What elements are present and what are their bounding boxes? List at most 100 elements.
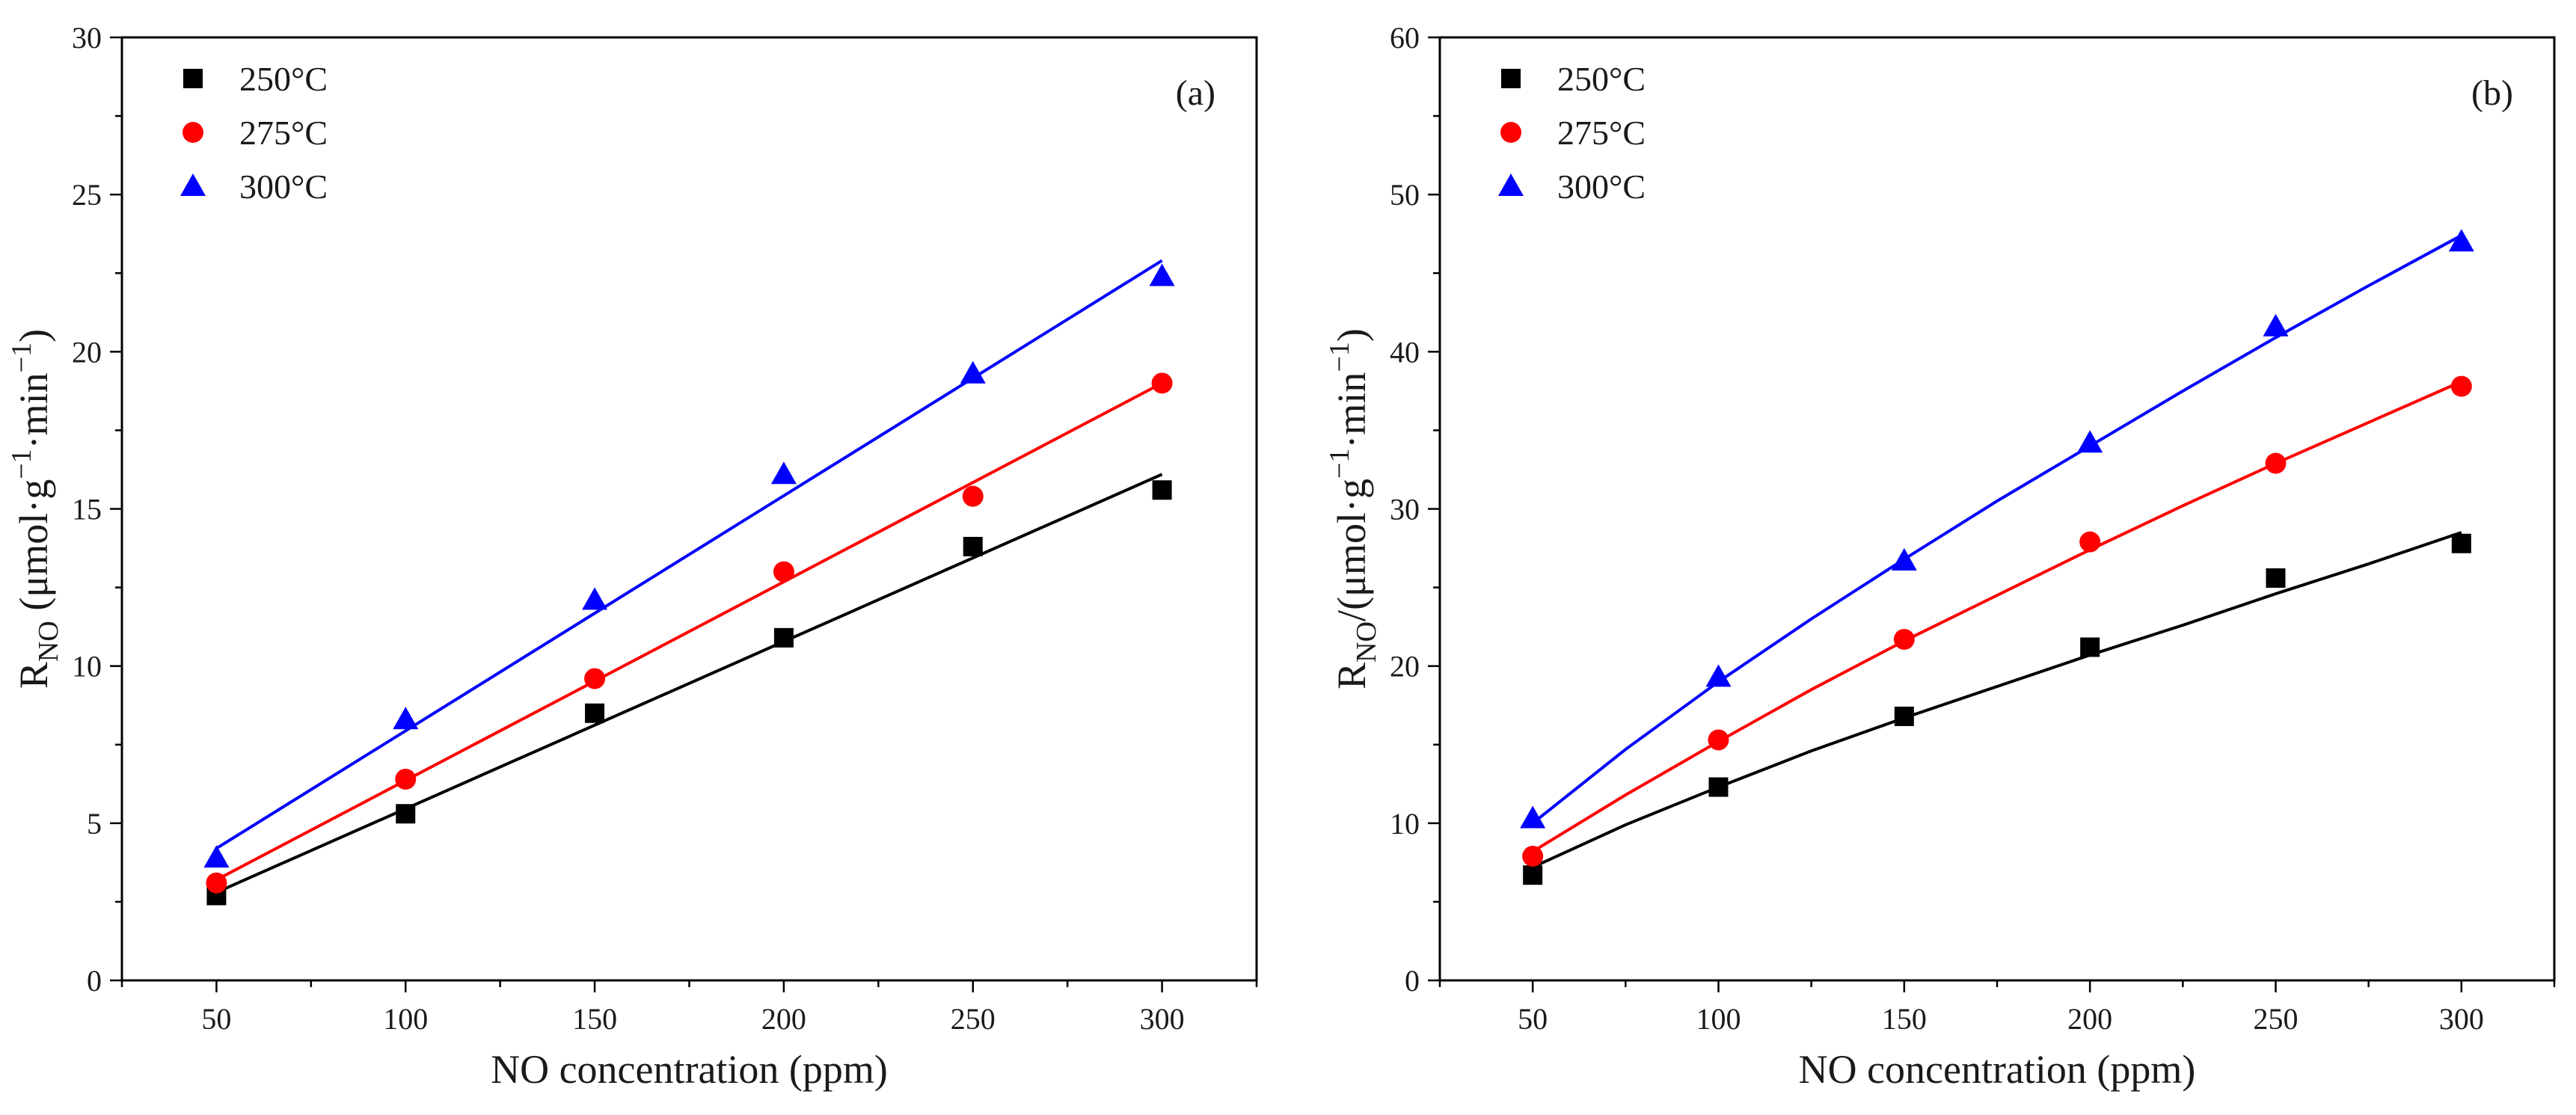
- panel-a-legend-marker: [180, 173, 206, 196]
- panel-a-x-tick-label: 200: [761, 1002, 806, 1036]
- panel-b-data-point: [1708, 729, 1729, 751]
- panel-a-y-axis-label-part: (μmol·g: [11, 479, 56, 621]
- panel-a-y-axis-label-part: ): [11, 329, 56, 343]
- panel-b-x-tick-label: 100: [1696, 1002, 1741, 1036]
- panel-b-legend-label: 275°C: [1557, 114, 1646, 152]
- panel-b-legend-marker: [1500, 122, 1521, 143]
- panel-b-y-tick-label: 0: [1405, 964, 1420, 998]
- panel-b-y-axis-label-part: /(μmol·g: [1329, 479, 1374, 621]
- panel-b-y-tick-label: 20: [1390, 650, 1420, 684]
- panel-a-y-axis-label-part: ·min: [11, 372, 56, 449]
- panel-a-data-point: [962, 485, 984, 507]
- panel-b-y-tick-label: 60: [1390, 21, 1420, 55]
- panel-a-y-tick-label: 10: [72, 650, 102, 684]
- panel-b-y-axis-label-part: −1: [1324, 342, 1355, 372]
- panel-a-data-point: [1151, 372, 1173, 394]
- panel-b-data-point: [1520, 805, 1546, 829]
- panel-a-series-2: [203, 259, 1175, 868]
- panel-a-data-point: [960, 360, 986, 384]
- panel-a-y-axis-label-part: −1: [6, 343, 37, 372]
- panel-a-y-axis-label-part: NO: [33, 621, 64, 662]
- panel-a-legend-marker: [183, 122, 203, 143]
- panel-b-legend-marker: [1498, 173, 1524, 196]
- panel-b-series-0: [1523, 531, 2471, 885]
- panel-a-data-point: [773, 627, 794, 648]
- panel-a-fit-line: [215, 473, 1163, 894]
- panel-b-y-axis-label-part: R: [1329, 663, 1374, 689]
- panel-a: 50 100 150 200 250 300 0 5 10 15 20 25 30 NO concentr…: [6, 21, 1258, 1092]
- panel-b-data-point: [2451, 533, 2471, 553]
- panel-a-y-tick-label: 5: [87, 807, 102, 841]
- panel-b-legend: 250°C 275°C 300°C: [1498, 60, 1646, 206]
- panel-a-data-point: [395, 768, 417, 790]
- panel-b-y-tick-label: 30: [1390, 493, 1420, 526]
- panel-b-panel-label: (b): [2471, 73, 2513, 113]
- panel-a-data-point: [396, 804, 416, 824]
- panel-a-data-point: [1152, 480, 1172, 500]
- panel-b-y-axis-label-part: −1: [1324, 449, 1355, 479]
- panel-a-fit-line: [215, 381, 1163, 882]
- panel-b-y-axis-label: RNO/(μmol·g−1·min−1): [1324, 328, 1382, 689]
- panel-b-data-point: [2079, 531, 2101, 553]
- panel-a-y-axis-label: RNO (μmol·g−1·min−1): [6, 329, 64, 689]
- panel-b: 50 100 150 200 250 300 0 10 20 30 40 50 60 NO concent…: [1324, 21, 2556, 1092]
- panel-a-data-point: [582, 587, 608, 610]
- panel-a-y-tick-label: 20: [72, 335, 102, 369]
- panel-a-data-point: [963, 536, 983, 556]
- panel-a-y-tick-label: 0: [87, 964, 102, 998]
- panel-b-data-point: [2450, 375, 2472, 397]
- panel-b-x-tick-label: 50: [1518, 1002, 1548, 1036]
- panel-a-series-0: [206, 473, 1172, 906]
- panel-a-data-point: [770, 461, 797, 485]
- panel-b-data-point: [2265, 452, 2287, 474]
- panel-b-x-tick-label: 200: [2067, 1002, 2112, 1036]
- panel-a-y-axis-label-part: R: [11, 662, 56, 689]
- panel-b-legend-label: 250°C: [1557, 60, 1646, 98]
- panel-a-data-point: [585, 703, 605, 723]
- panel-a-data-point: [206, 872, 227, 894]
- panel-b-data-point: [1523, 865, 1543, 885]
- panel-a-y-tick-label: 15: [72, 493, 102, 526]
- panel-a-panel-label: (a): [1176, 73, 1215, 113]
- panel-b-x-tick-label: 250: [2254, 1002, 2299, 1036]
- panel-b-y-tick-label: 50: [1390, 178, 1420, 212]
- panel-b-x-tick-label: 300: [2439, 1002, 2484, 1036]
- panel-a-legend-marker: [183, 69, 203, 88]
- panel-b-y-axis-label-part: NO: [1351, 621, 1382, 663]
- panel-b-data-point: [2263, 313, 2289, 337]
- panel-a-data-point: [203, 845, 230, 868]
- panel-b-x-tick-label: 150: [1882, 1002, 1927, 1036]
- panel-a-x-tick-label: 50: [201, 1002, 231, 1036]
- panel-a-series-1: [206, 372, 1173, 894]
- panel-b-data-point: [2077, 430, 2103, 453]
- panel-b-fit-line: [1531, 234, 2462, 825]
- panel-a-fit-line: [215, 259, 1163, 850]
- panel-b-data-point: [1893, 628, 1915, 650]
- panel-a-data-point: [393, 707, 419, 730]
- panel-b-y-tick-label: 40: [1390, 335, 1420, 369]
- panel-b-legend-label: 300°C: [1557, 168, 1646, 206]
- panel-b-y-axis-label-part: ): [1329, 328, 1374, 342]
- panel-b-fit-line: [1532, 380, 2462, 853]
- panel-b-legend-marker: [1501, 69, 1521, 88]
- panel-a-data-point: [584, 668, 606, 689]
- panel-a-data-point: [1149, 263, 1175, 286]
- panel-b-series-1: [1522, 375, 2472, 867]
- panel-b-data-point: [1891, 547, 1917, 571]
- panel-b-data-point: [2266, 568, 2286, 588]
- panel-b-data-point: [1894, 706, 1914, 726]
- panel-b-data-point: [1705, 664, 1732, 687]
- panel-b-data-point: [1708, 777, 1729, 797]
- panel-b-data-point: [2448, 229, 2474, 252]
- panel-b-series-2: [1520, 229, 2474, 829]
- panel-a-x-tick-label: 250: [951, 1002, 996, 1036]
- panel-b-data-point: [1522, 845, 1544, 867]
- panel-b-fit-line: [1532, 531, 2462, 869]
- panel-a-data-point: [773, 561, 794, 583]
- panel-b-x-axis-label: NO concentration (ppm): [1799, 1047, 2196, 1092]
- panel-b-y-axis-label-part: ·min: [1329, 372, 1374, 449]
- panel-a-y-tick-label: 25: [72, 178, 102, 212]
- panel-a-y-axis-label-part: −1: [6, 449, 37, 479]
